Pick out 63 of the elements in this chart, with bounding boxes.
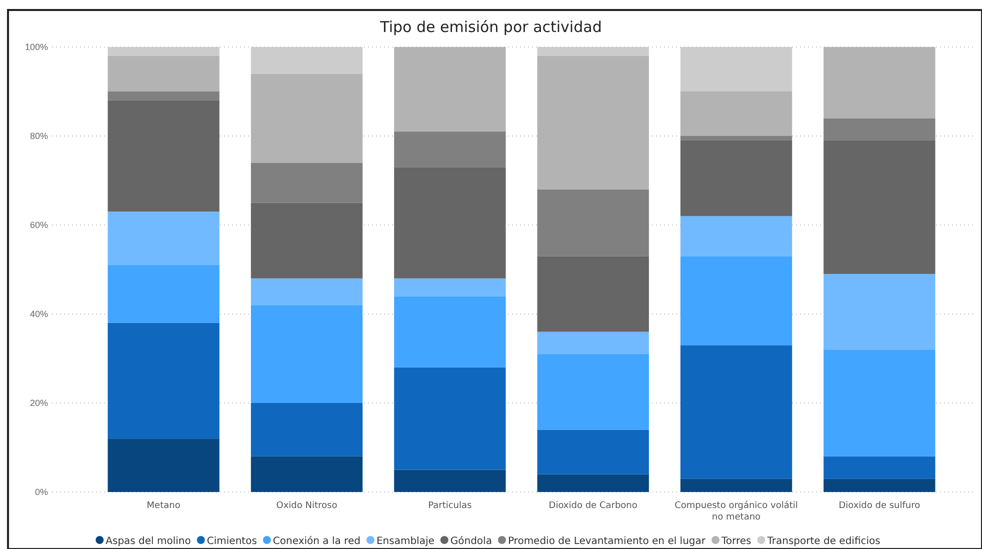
x-tick-label: Particulas xyxy=(428,501,472,511)
bar xyxy=(394,367,506,470)
bar xyxy=(824,118,936,140)
x-tick-label: Dioxido de Carbono xyxy=(548,501,638,511)
y-tick-label: 0% xyxy=(34,486,48,497)
y-tick-label: 40% xyxy=(30,308,48,319)
x-tick-label: Dioxido de sulfuro xyxy=(838,501,921,511)
bar xyxy=(680,256,792,346)
bar xyxy=(824,274,936,350)
bar xyxy=(824,456,936,479)
y-tick-label: 100% xyxy=(24,42,48,52)
bar xyxy=(537,56,649,190)
legend-label: Aspas del molino xyxy=(106,536,191,547)
bar xyxy=(824,140,936,274)
y-tick-label: 60% xyxy=(30,220,48,230)
y-tick-label: 20% xyxy=(30,398,48,408)
bar xyxy=(394,47,506,132)
legend-label: Transporte de edificios xyxy=(766,536,880,547)
bar xyxy=(680,478,792,492)
bar xyxy=(250,202,363,278)
bar xyxy=(680,140,792,216)
y-tick-label: 80% xyxy=(30,130,48,141)
bar xyxy=(108,92,220,100)
bar xyxy=(394,296,506,368)
bar xyxy=(824,478,936,492)
bar xyxy=(537,474,649,492)
bar xyxy=(250,278,363,306)
bar xyxy=(537,430,649,474)
bar xyxy=(108,322,220,439)
bar xyxy=(680,345,792,479)
bar xyxy=(250,456,363,492)
legend-label: Cimientos xyxy=(206,536,257,547)
bar xyxy=(108,212,220,266)
bar xyxy=(680,216,792,256)
bar xyxy=(250,74,363,163)
bar xyxy=(108,100,220,212)
bar xyxy=(108,56,220,92)
bar xyxy=(394,470,506,492)
bar xyxy=(824,350,936,456)
bar xyxy=(537,189,649,256)
legend-label: Góndola xyxy=(450,536,492,547)
bar xyxy=(680,92,792,136)
bar xyxy=(394,278,506,296)
x-tick-label: Compuesto orgánico volátil no metano xyxy=(674,500,798,522)
x-tick-label: Oxido Nitroso xyxy=(276,501,338,511)
x-tick-label: Metano xyxy=(146,501,181,511)
legend-label: Conexión a la red xyxy=(272,536,360,547)
bar xyxy=(537,332,649,354)
bar xyxy=(108,438,220,492)
bar xyxy=(394,167,506,278)
bar xyxy=(680,136,792,140)
bar xyxy=(537,354,649,430)
legend-label: Ensamblaje xyxy=(376,536,434,547)
bar xyxy=(394,132,506,168)
bar xyxy=(250,403,363,456)
bar xyxy=(250,162,363,203)
bar xyxy=(537,256,649,332)
bar xyxy=(108,265,220,323)
chart-title: Tipo de emisión por actividad xyxy=(379,18,602,36)
bar xyxy=(250,305,363,403)
legend-label: Torres xyxy=(720,536,752,547)
legend-label: Promedio de Levantamiento en el lugar xyxy=(508,536,706,547)
bar xyxy=(824,47,936,118)
